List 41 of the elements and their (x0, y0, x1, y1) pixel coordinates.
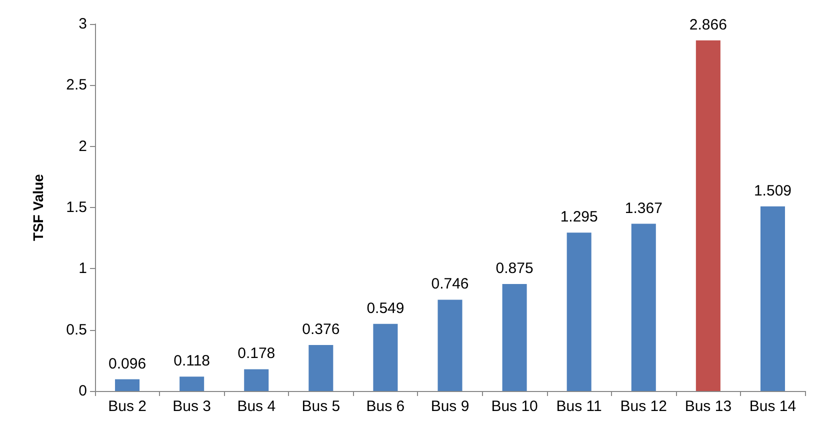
data-label: 0.746 (431, 276, 469, 293)
bar (566, 232, 592, 391)
bar (696, 40, 720, 391)
bar (373, 324, 398, 391)
x-tick-label: Bus 14 (749, 398, 796, 415)
y-tick-label: 2.5 (66, 76, 87, 94)
x-tick-label: Bus 5 (302, 398, 340, 415)
bar (631, 224, 656, 391)
y-tick-label: 1.5 (66, 199, 87, 216)
bar (438, 300, 462, 391)
bar (244, 369, 269, 391)
data-label: 1.509 (754, 182, 792, 200)
x-tick-label: Bus 13 (684, 398, 732, 415)
x-tick-label: Bus 4 (237, 398, 276, 415)
data-label: 1.295 (560, 208, 598, 226)
x-tick-label: Bus 3 (172, 398, 211, 415)
data-label: 0.875 (496, 260, 534, 277)
x-tick-label: Bus 11 (556, 398, 602, 415)
x-tick-label: Bus 6 (366, 398, 405, 415)
bar (760, 206, 785, 391)
data-label: 0.376 (302, 321, 340, 338)
y-axis-title: TSF Value (30, 174, 46, 241)
data-label: 2.866 (689, 16, 727, 34)
y-tick-label: 2 (78, 138, 87, 155)
bar (502, 284, 527, 391)
data-label: 0.549 (366, 300, 404, 317)
data-label: 0.178 (238, 345, 276, 362)
bar (180, 376, 204, 391)
bar (115, 379, 140, 391)
y-tick-label: 1 (78, 260, 87, 278)
x-tick-label: Bus 9 (430, 398, 470, 415)
bar (308, 345, 334, 391)
data-label: 0.096 (108, 355, 146, 372)
y-tick-label: 0.5 (66, 321, 87, 338)
data-label: 0.118 (174, 352, 210, 370)
y-tick-label: 0 (78, 382, 87, 400)
x-tick-label: Bus 2 (108, 398, 146, 415)
x-tick-label: Bus 10 (491, 398, 538, 415)
y-tick-label: 3 (78, 16, 87, 32)
data-label: 1.367 (624, 200, 662, 217)
x-tick-label: Bus 12 (620, 398, 667, 415)
